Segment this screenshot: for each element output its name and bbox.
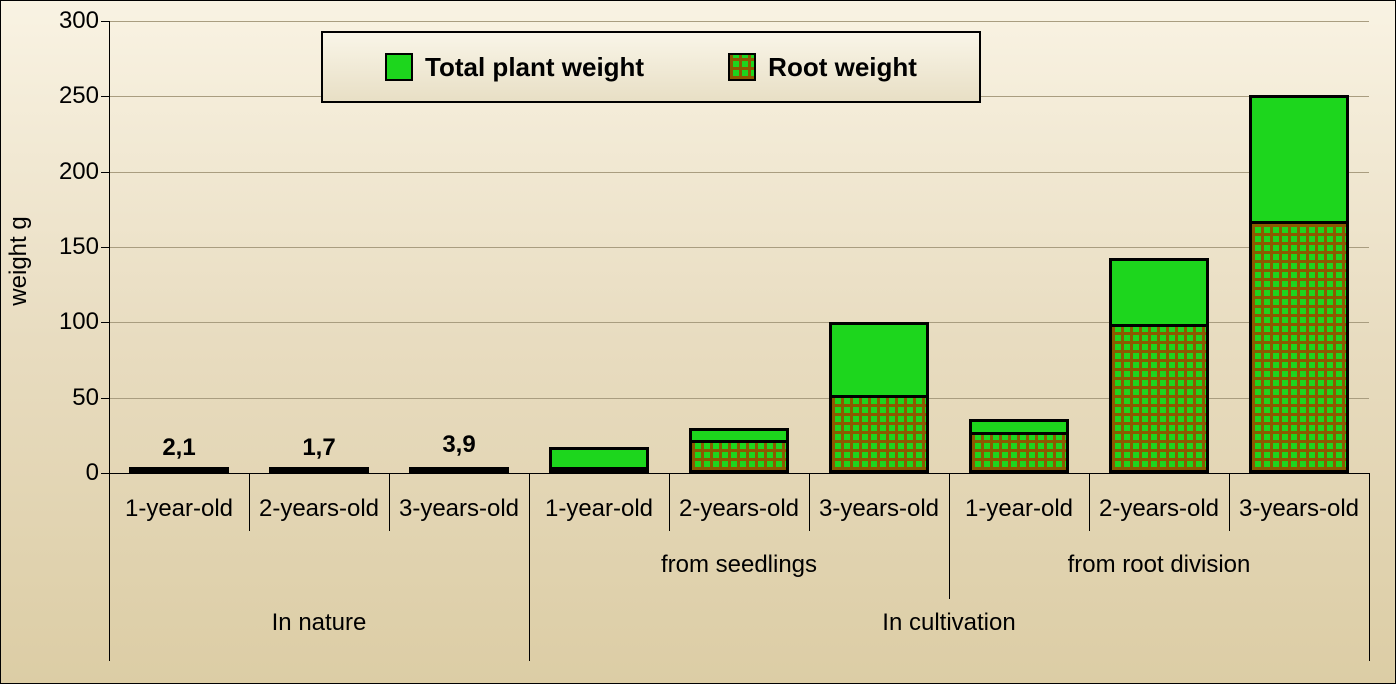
x-separator [1229, 473, 1230, 531]
y-tick-mark [101, 322, 109, 323]
pattern-overlay [1252, 224, 1346, 470]
legend-label-total: Total plant weight [425, 52, 644, 83]
legend-swatch-total [385, 53, 413, 81]
bar-root [1109, 324, 1209, 473]
y-tick-mark [101, 398, 109, 399]
x-separator [249, 473, 250, 531]
y-tick-mark [101, 247, 109, 248]
pattern-overlay [692, 443, 786, 470]
data-label: 3,9 [442, 431, 475, 459]
bar-root [1249, 221, 1349, 473]
y-tick-mark [101, 172, 109, 173]
y-tick-label: 250 [19, 82, 99, 110]
x-label-age: 2-years-old [1099, 495, 1219, 523]
y-tick-mark [101, 473, 109, 474]
bar-root [829, 395, 929, 473]
pattern-overlay [832, 398, 926, 470]
x-label-age: 1-year-old [965, 495, 1073, 523]
x-separator [669, 473, 670, 531]
x-label-age: 2-years-old [259, 495, 379, 523]
pattern-overlay [972, 435, 1066, 470]
x-label-age: 3-years-old [399, 495, 519, 523]
x-separator [529, 473, 530, 661]
y-tick-label: 50 [19, 384, 99, 412]
x-label-age: 2-years-old [679, 495, 799, 523]
legend-item-total: Total plant weight [385, 52, 644, 83]
y-tick-mark [101, 96, 109, 97]
bar-root [689, 440, 789, 473]
x-label-age: 3-years-old [1239, 495, 1359, 523]
x-separator [389, 473, 390, 531]
pattern-overlay [1112, 327, 1206, 470]
x-label-group: In nature [272, 609, 367, 637]
x-label-age: 1-year-old [125, 495, 233, 523]
legend-label-root: Root weight [768, 52, 917, 83]
y-tick-label: 300 [19, 7, 99, 35]
y-tick-label: 100 [19, 308, 99, 336]
legend-swatch-root [728, 53, 756, 81]
x-separator [809, 473, 810, 531]
y-tick-label: 0 [19, 459, 99, 487]
y-tick-mark [101, 21, 109, 22]
x-label-method: from root division [1068, 551, 1251, 579]
x-separator [109, 473, 110, 661]
chart-container: weight g 0 50 100 150 200 250 300 1-year-old 2-… [1, 1, 1395, 683]
data-label: 2,1 [162, 434, 195, 462]
x-separator [1369, 473, 1370, 661]
y-tick-label: 200 [19, 158, 99, 186]
x-label-group: In cultivation [882, 609, 1015, 637]
x-label-age: 3-years-old [819, 495, 939, 523]
legend-item-root: Root weight [728, 52, 917, 83]
legend: Total plant weight Root weight [321, 31, 981, 103]
x-separator [1089, 473, 1090, 531]
x-label-age: 1-year-old [545, 495, 653, 523]
bar-root [969, 432, 1069, 473]
x-axis-line [109, 473, 1369, 474]
y-axis-title: weight g [5, 216, 33, 305]
data-label: 1,7 [302, 434, 335, 462]
x-separator [949, 473, 950, 599]
y-axis-line [109, 21, 110, 473]
x-label-method: from seedlings [661, 551, 817, 579]
y-tick-label: 150 [19, 233, 99, 261]
